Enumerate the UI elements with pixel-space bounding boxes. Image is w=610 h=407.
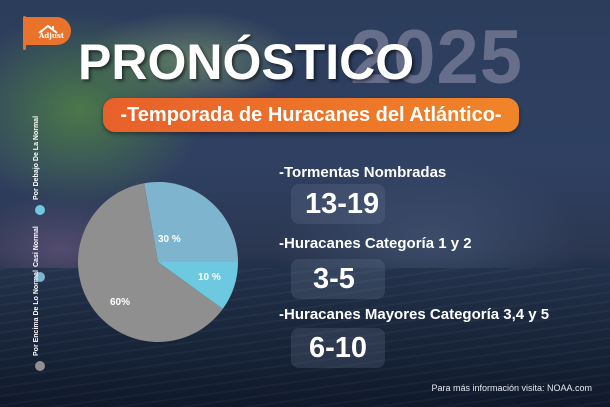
stat-box-tormentas: 13-19 [291,184,385,224]
footer-source-link[interactable]: Para más información visita: NOAA.com [431,383,592,393]
logo-text: Adjust [39,31,65,40]
legend-label: Por Debajo De La Normal [33,115,40,200]
pie-slice-por-debajo [158,262,238,309]
stat-value-tormentas: 13-19 [305,188,380,220]
stat-value-huracanes-1-2: 3-5 [313,263,355,295]
legend-item-below-normal: Por Debajo De La Normal [33,116,49,220]
year-watermark: 2025 [350,15,524,100]
legend-item-above-normal: Por Encima De Lo Normal [33,260,49,375]
stat-label-huracanes-1-2: -Huracanes Categoría 1 y 2 [279,235,472,252]
stat-box-huracanes-mayores: 6-10 [291,328,385,368]
legend-dot-grey [35,361,45,371]
house-roof-icon [38,24,58,34]
stat-label-huracanes-mayores: -Huracanes Mayores Categoría 3,4 y 5 [279,306,550,323]
stat-label-tormentas: -Tormentas Nombradas [279,164,447,181]
pie-slice-casi-normal [144,181,239,262]
legend-label: Por Encima De Lo Normal [33,270,40,356]
stat-value-huracanes-mayores: 6-10 [309,332,368,364]
logo-pole [23,16,26,50]
stat-box-huracanes-1-2: 3-5 [291,259,385,299]
logo: Adjust [25,17,71,45]
subtitle-banner: -Temporada de Huracanes del Atlántico- [103,98,519,132]
legend-dot-cyan [35,205,45,215]
pie-label-60: 60% [110,297,131,308]
pie-chart [77,181,239,342]
pie-slice-por-encima [77,183,223,342]
subtitle-text: -Temporada de Huracanes del Atlántico- [120,103,502,126]
pie-label-10: 10 % [198,272,221,283]
legend-dot-blue [35,272,45,282]
pie-label-30: 30 % [158,234,181,245]
page-title: PRONÓSTICO [78,34,415,90]
legend-item-near-normal: Casi Normal [33,225,49,285]
